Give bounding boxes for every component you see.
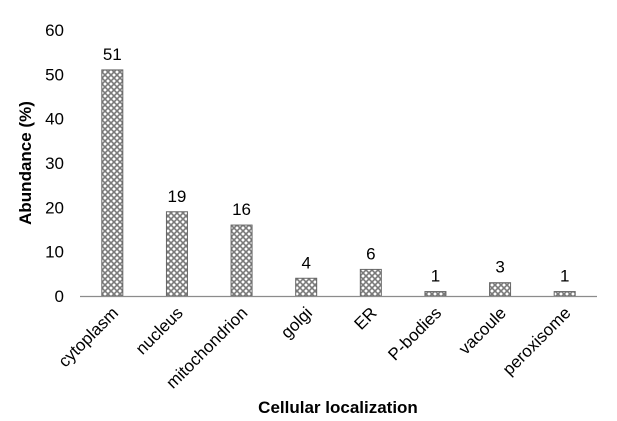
x-tick-label: ER xyxy=(351,303,381,333)
bar xyxy=(230,224,253,297)
data-label: 1 xyxy=(560,267,569,286)
data-label: 1 xyxy=(431,267,440,286)
data-label: 4 xyxy=(301,253,310,272)
y-tick-label: 40 xyxy=(45,110,64,129)
bar xyxy=(165,211,188,297)
data-label: 19 xyxy=(167,187,186,206)
y-axis-tick-labels: 0 10 20 30 40 50 60 xyxy=(45,21,64,306)
x-tick-label: P-bodies xyxy=(384,303,445,364)
bar xyxy=(553,291,576,297)
data-label: 51 xyxy=(103,45,122,64)
x-tick-label: golgi xyxy=(277,303,316,342)
bar xyxy=(489,282,512,297)
y-tick-label: 30 xyxy=(45,154,64,173)
y-tick-label: 60 xyxy=(45,21,64,40)
bars xyxy=(101,69,576,297)
data-label: 6 xyxy=(366,244,375,263)
x-tick-label: cytoplasm xyxy=(55,303,123,371)
y-tick-label: 10 xyxy=(45,243,64,262)
x-tick-label: peroxisome xyxy=(499,303,575,379)
y-tick-label: 0 xyxy=(55,287,64,306)
y-tick-label: 20 xyxy=(45,198,64,217)
y-tick-label: 50 xyxy=(45,65,64,84)
bar xyxy=(101,69,124,297)
bar xyxy=(359,268,382,297)
data-label: 3 xyxy=(495,258,504,277)
y-axis-title: Abundance (%) xyxy=(16,101,35,225)
x-tick-label: vacoule xyxy=(455,303,510,358)
bar xyxy=(424,291,447,297)
bar xyxy=(295,277,318,297)
x-tick-label: nucleus xyxy=(132,303,187,358)
x-axis-title: Cellular localization xyxy=(258,398,418,417)
data-label: 16 xyxy=(232,200,251,219)
data-labels: 51 19 16 4 6 1 3 1 xyxy=(103,45,570,286)
